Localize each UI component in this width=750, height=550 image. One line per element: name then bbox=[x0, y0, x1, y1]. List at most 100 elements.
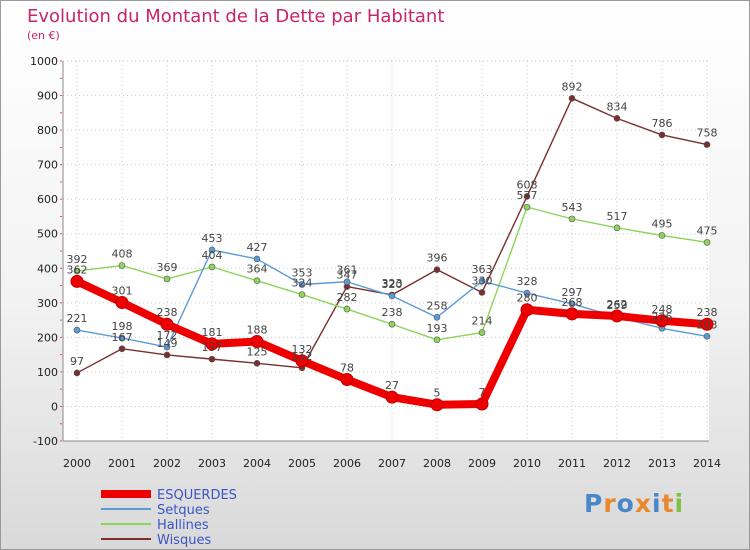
data-label-esquerdes: 301 bbox=[112, 284, 133, 297]
data-label-wisques: 330 bbox=[472, 274, 493, 287]
y-tick-label: 700 bbox=[37, 159, 58, 172]
data-label-wisques: 892 bbox=[562, 80, 583, 93]
data-label-wisques: 149 bbox=[157, 337, 178, 350]
x-tick-label: 2001 bbox=[108, 457, 136, 470]
data-label-setques: 363 bbox=[472, 263, 493, 276]
data-point-setques bbox=[118, 334, 126, 342]
data-label-hallines: 238 bbox=[382, 306, 403, 319]
data-label-wisques: 125 bbox=[247, 345, 268, 358]
data-label-esquerdes: 78 bbox=[340, 362, 354, 375]
y-tick-label: 300 bbox=[37, 297, 58, 310]
data-label-setques: 320 bbox=[382, 278, 403, 291]
data-label-esquerdes: 262 bbox=[607, 298, 628, 311]
data-point-wisques bbox=[703, 141, 711, 148]
x-tick-label: 2003 bbox=[198, 457, 226, 470]
data-point-esquerdes bbox=[520, 303, 534, 317]
data-label-esquerdes: 248 bbox=[652, 303, 673, 316]
data-label-hallines: 495 bbox=[652, 217, 673, 230]
data-point-setques bbox=[163, 343, 171, 351]
data-point-hallines bbox=[613, 224, 621, 232]
data-point-setques bbox=[568, 300, 576, 308]
data-label-hallines: 408 bbox=[112, 248, 133, 261]
x-tick-label: 2005 bbox=[288, 457, 316, 470]
data-point-esquerdes bbox=[610, 309, 624, 323]
data-point-esquerdes bbox=[295, 354, 309, 368]
data-label-esquerdes: 238 bbox=[157, 306, 178, 319]
legend-label-setques: Setques bbox=[157, 503, 210, 518]
data-label-hallines: 543 bbox=[562, 201, 583, 214]
data-point-hallines bbox=[253, 277, 261, 285]
data-label-wisques: 347 bbox=[337, 269, 358, 282]
data-point-esquerdes bbox=[700, 317, 714, 331]
x-tick-label: 2010 bbox=[513, 457, 541, 470]
data-label-hallines: 369 bbox=[157, 261, 178, 274]
x-tick-label: 2014 bbox=[693, 457, 721, 470]
x-tick-label: 2013 bbox=[648, 457, 676, 470]
data-point-wisques bbox=[163, 351, 171, 359]
data-point-wisques bbox=[613, 115, 621, 122]
data-point-wisques bbox=[658, 131, 666, 139]
data-label-hallines: 392 bbox=[67, 253, 88, 266]
data-label-wisques: 323 bbox=[382, 277, 403, 290]
data-label-esquerdes: 238 bbox=[697, 306, 718, 319]
data-label-setques: 361 bbox=[337, 264, 358, 277]
x-tick-label: 2009 bbox=[468, 457, 496, 470]
data-point-esquerdes bbox=[70, 274, 84, 288]
data-point-esquerdes bbox=[160, 317, 174, 331]
data-label-esquerdes: 27 bbox=[385, 379, 399, 392]
data-label-wisques: 758 bbox=[697, 127, 718, 140]
legend-label-wisques: Wisques bbox=[157, 533, 211, 548]
data-point-wisques bbox=[208, 355, 216, 363]
y-tick-label: -100 bbox=[33, 435, 58, 448]
x-tick-label: 2000 bbox=[63, 457, 91, 470]
data-label-wisques: 137 bbox=[202, 341, 223, 354]
y-tick-label: 500 bbox=[37, 228, 58, 241]
data-label-esquerdes: 132 bbox=[292, 343, 313, 356]
data-point-hallines bbox=[523, 203, 531, 211]
y-tick-label: 1000 bbox=[30, 55, 58, 68]
x-tick-label: 2004 bbox=[243, 457, 271, 470]
data-label-wisques: 167 bbox=[112, 331, 133, 344]
data-point-setques bbox=[478, 277, 486, 285]
data-label-esquerdes: 188 bbox=[247, 324, 268, 337]
plot-area bbox=[63, 61, 709, 441]
data-point-wisques bbox=[568, 95, 576, 102]
data-label-wisques: 608 bbox=[517, 178, 538, 191]
data-label-setques: 221 bbox=[67, 312, 88, 325]
data-label-setques: 198 bbox=[112, 320, 133, 333]
data-point-wisques bbox=[73, 369, 81, 377]
x-tick-label: 2007 bbox=[378, 457, 406, 470]
data-point-hallines bbox=[388, 320, 396, 328]
data-point-esquerdes bbox=[475, 397, 489, 411]
data-point-esquerdes bbox=[115, 295, 129, 309]
data-label-setques: 427 bbox=[247, 241, 268, 254]
data-point-esquerdes bbox=[385, 390, 399, 404]
data-label-setques: 353 bbox=[292, 267, 313, 280]
data-label-setques: 297 bbox=[562, 286, 583, 299]
data-label-setques: 328 bbox=[517, 275, 538, 288]
y-tick-label: 900 bbox=[37, 90, 58, 103]
data-point-setques bbox=[73, 326, 81, 334]
data-label-setques: 258 bbox=[427, 299, 448, 312]
data-label-esquerdes: 7 bbox=[479, 386, 486, 399]
data-label-esquerdes: 181 bbox=[202, 326, 223, 339]
x-tick-label: 2012 bbox=[603, 457, 631, 470]
chart-title: Evolution du Montant de la Dette par Hab… bbox=[27, 6, 445, 27]
y-tick-label: 100 bbox=[37, 366, 58, 379]
data-point-esquerdes bbox=[655, 314, 669, 328]
data-point-hallines bbox=[118, 262, 126, 269]
data-label-hallines: 475 bbox=[697, 224, 718, 237]
y-tick-label: 600 bbox=[37, 193, 58, 206]
x-tick-label: 2008 bbox=[423, 457, 451, 470]
data-label-wisques: 112 bbox=[292, 350, 313, 363]
data-label-hallines: 364 bbox=[247, 263, 268, 276]
data-point-setques bbox=[388, 292, 396, 300]
legend-label-hallines: Hallines bbox=[157, 518, 209, 533]
data-point-setques bbox=[298, 281, 306, 288]
data-label-esquerdes: 362 bbox=[67, 263, 88, 276]
data-label-hallines: 404 bbox=[202, 249, 223, 262]
y-tick-label: 400 bbox=[37, 262, 58, 275]
data-point-esquerdes bbox=[565, 307, 579, 321]
